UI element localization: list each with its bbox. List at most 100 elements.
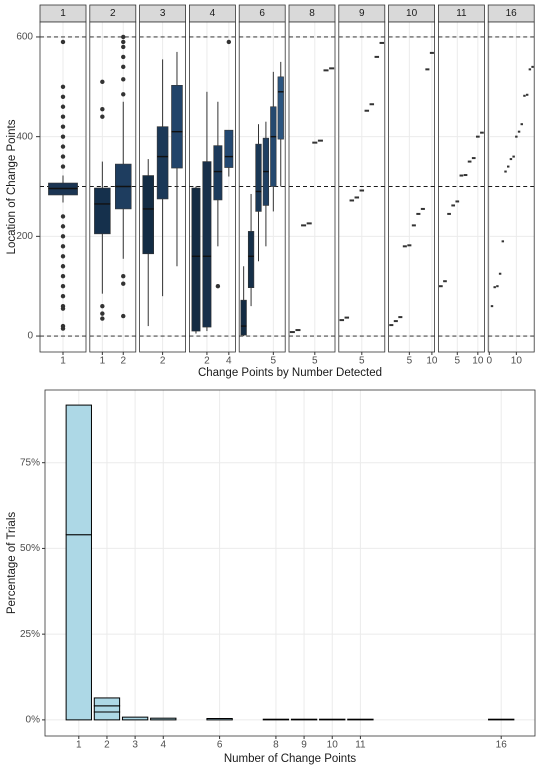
outlier (215, 283, 221, 289)
outlier (60, 323, 66, 329)
outlier (60, 234, 66, 239)
outlier (60, 293, 66, 299)
box (270, 106, 277, 187)
bar-segment (206, 718, 233, 721)
strip-label: 2 (110, 8, 116, 19)
outlier (121, 77, 126, 82)
bar-segment (121, 716, 149, 721)
outlier (100, 79, 105, 85)
bar-segment (262, 718, 290, 721)
x-tick-label: 16 (496, 740, 508, 751)
x-tick-label: 2 (160, 356, 166, 367)
x-axis-title: Number of Change Points (224, 753, 357, 765)
outlier (60, 274, 66, 279)
outlier (100, 311, 105, 316)
y-axis-title: Percentage of Trials (6, 512, 18, 615)
strip-label: 16 (506, 8, 518, 19)
panel (438, 22, 485, 352)
strip-label: 3 (160, 8, 166, 19)
x-tick-label: 5 (407, 356, 413, 367)
box (255, 143, 262, 212)
x-tick-label: 10 (511, 356, 523, 367)
box (191, 187, 201, 332)
bar-segment (290, 718, 318, 721)
outlier (100, 303, 105, 309)
bar-segment (93, 705, 121, 713)
x-tick-label: 5 (312, 356, 318, 367)
x-tick-label: 10 (472, 356, 484, 367)
panel (45, 390, 535, 736)
x-tick-label: 6 (217, 740, 223, 751)
x-tick-label: 4 (226, 356, 232, 367)
bar-segment (347, 718, 374, 721)
bar-segment (65, 404, 92, 536)
x-tick-label: 1 (100, 356, 106, 367)
outlier (60, 39, 66, 45)
outlier (60, 154, 66, 159)
outlier (100, 316, 105, 321)
box (171, 85, 183, 169)
x-tick-label: 5 (271, 356, 277, 367)
bar-segment (319, 718, 346, 721)
strip-label: 11 (456, 8, 467, 19)
box (156, 126, 169, 200)
outlier (121, 313, 126, 319)
outlier (121, 64, 126, 70)
strip-label: 8 (309, 8, 315, 19)
bar-segment (150, 717, 177, 721)
outlier (121, 274, 126, 279)
x-tick-label: 3 (132, 740, 138, 751)
outlier (60, 244, 66, 249)
box (202, 161, 212, 328)
y-tick-label: 600 (16, 32, 33, 43)
x-tick-label: 9 (301, 740, 307, 751)
y-axis-title: Location of Change Points (6, 119, 18, 254)
strip-label: 4 (210, 8, 216, 19)
outlier (60, 224, 66, 229)
y-tick-label: 0 (27, 331, 33, 342)
x-tick-label: 5 (359, 356, 365, 367)
outlier (60, 214, 66, 219)
panel (388, 22, 435, 352)
x-tick-label: 2 (204, 356, 210, 367)
panel-border (238, 21, 286, 353)
panel-border (487, 21, 535, 353)
x-tick-label: 11 (355, 740, 366, 751)
x-tick-label: 2 (104, 740, 110, 751)
box (213, 145, 223, 201)
panel (488, 22, 535, 352)
outlier (60, 164, 66, 169)
y-tick-label: 0% (26, 715, 41, 726)
bar-segment (488, 718, 515, 721)
strip-label: 10 (406, 8, 418, 19)
x-tick-label: 5 (455, 356, 461, 367)
panel-border (188, 21, 236, 353)
outlier (121, 92, 126, 97)
strip-label: 9 (359, 8, 365, 19)
panel-border (89, 21, 137, 353)
y-tick-label: 75% (20, 457, 40, 468)
strip-label: 6 (259, 8, 265, 19)
x-tick-label: 2 (120, 356, 126, 367)
box (277, 76, 284, 140)
x-tick-label: 1 (60, 356, 66, 367)
x-tick-label: 0 (487, 356, 493, 367)
outlier (60, 124, 66, 129)
x-tick-label: 1 (76, 740, 82, 751)
outlier (60, 134, 66, 139)
panel-border (437, 21, 485, 353)
outlier (121, 44, 126, 50)
outlier (60, 84, 66, 90)
panel (239, 22, 286, 352)
box (142, 175, 154, 255)
outlier (60, 144, 66, 149)
box (224, 129, 234, 168)
x-tick-label: 10 (327, 740, 339, 751)
bar-segment (93, 697, 121, 707)
outlier (60, 303, 66, 309)
box (240, 299, 247, 336)
outlier (121, 54, 126, 60)
box (247, 231, 255, 288)
y-tick-label: 200 (16, 231, 33, 242)
